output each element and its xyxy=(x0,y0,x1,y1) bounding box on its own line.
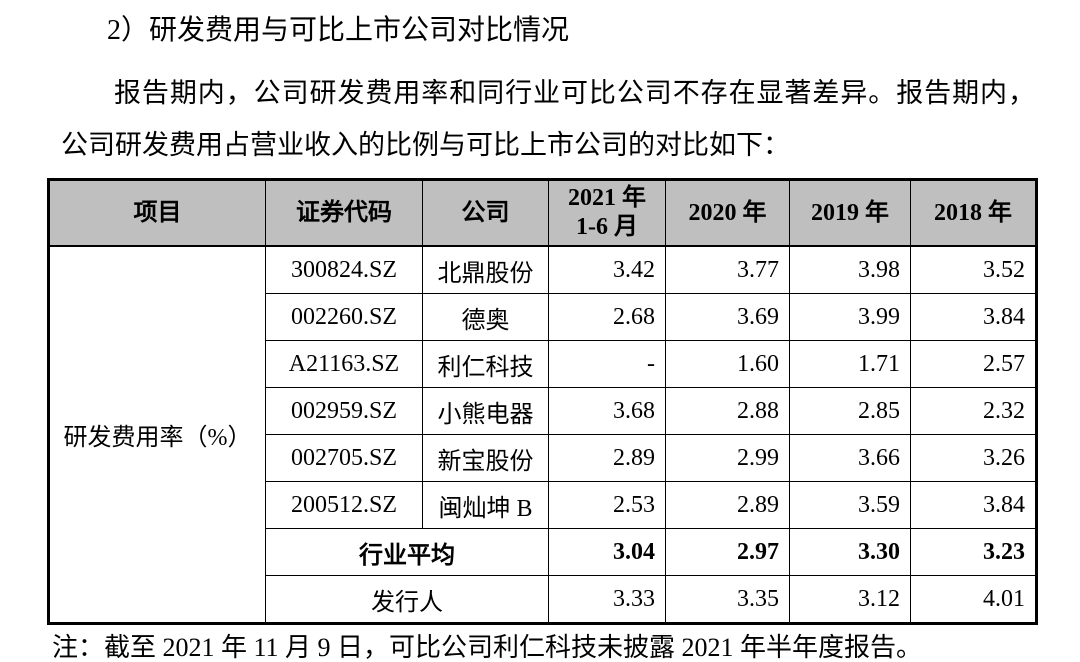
section-heading: 2）研发费用与可比上市公司对比情况 xyxy=(107,15,570,46)
col-header-2019: 2019 年 xyxy=(789,179,911,247)
company-cell: 闽灿坤 B xyxy=(422,481,549,529)
col-header-company: 公司 xyxy=(422,179,549,247)
value-cell: 1.60 xyxy=(665,340,790,388)
value-cell: 2.53 xyxy=(548,481,666,529)
company-cell: 新宝股份 xyxy=(422,434,549,482)
item-label-cell: 研发费用率（%） xyxy=(48,245,266,624)
col-header-2021h1-line1: 2021 年 xyxy=(568,185,646,212)
value-cell: 3.35 xyxy=(665,575,790,624)
table-row: 200512.SZ 闽灿坤 B 2.53 2.89 3.59 3.84 xyxy=(49,481,1037,529)
value-cell: 2.88 xyxy=(665,387,790,435)
paragraph-line-1: 报告期内，公司研发费用率和同行业可比公司不存在显著差异。报告期内， xyxy=(114,78,1035,108)
value-cell: 2.57 xyxy=(910,340,1037,388)
ticker-cell: 200512.SZ xyxy=(265,481,423,529)
col-header-2021h1: 2021 年 1-6 月 xyxy=(548,179,666,247)
footnote: 注：截至 2021 年 11 月 9 日，可比公司利仁科技未披露 2021 年半… xyxy=(52,633,923,662)
value-cell: 3.84 xyxy=(910,481,1037,529)
company-cell: 小熊电器 xyxy=(422,387,549,435)
value-cell: 2.85 xyxy=(789,387,911,435)
value-cell: 3.59 xyxy=(789,481,911,529)
industry-average-label: 行业平均 xyxy=(265,528,549,576)
col-header-item: 项目 xyxy=(48,179,266,247)
rd-expense-comparison-table: 项目 证券代码 公司 2021 年 1-6 月 2020 年 2019 年 20… xyxy=(47,178,1038,625)
value-cell: 2.89 xyxy=(548,434,666,482)
table-row: 002705.SZ 新宝股份 2.89 2.99 3.66 3.26 xyxy=(49,434,1037,482)
value-cell: 4.01 xyxy=(910,575,1037,624)
value-cell: 2.99 xyxy=(665,434,790,482)
value-cell: 3.98 xyxy=(789,245,911,294)
ticker-cell: 002260.SZ xyxy=(265,293,423,341)
value-cell: 3.68 xyxy=(548,387,666,435)
industry-average-row: 行业平均 3.04 2.97 3.30 3.23 xyxy=(49,528,1037,576)
value-cell: - xyxy=(548,340,666,388)
col-header-2021h1-line2: 1-6 月 xyxy=(576,214,638,240)
value-cell: 3.12 xyxy=(789,575,911,624)
issuer-label: 发行人 xyxy=(265,575,549,624)
value-cell: 2.97 xyxy=(665,528,790,576)
ticker-cell: 300824.SZ xyxy=(265,245,423,294)
paragraph-line-2: 公司研发费用占营业收入的比例与可比上市公司的对比如下： xyxy=(61,130,790,160)
intro-paragraph: 报告期内，公司研发费用率和同行业可比公司不存在显著差异。报告期内， 公司研发费用… xyxy=(61,67,1035,171)
value-cell: 3.26 xyxy=(910,434,1037,482)
issuer-row: 发行人 3.33 3.35 3.12 4.01 xyxy=(49,575,1037,624)
table-row: A21163.SZ 利仁科技 - 1.60 1.71 2.57 xyxy=(49,340,1037,388)
value-cell: 3.33 xyxy=(548,575,666,624)
value-cell: 3.52 xyxy=(910,245,1037,294)
value-cell: 2.32 xyxy=(910,387,1037,435)
col-header-2018: 2018 年 xyxy=(910,179,1037,247)
value-cell: 3.23 xyxy=(910,528,1037,576)
company-cell: 德奥 xyxy=(422,293,549,341)
table-row: 研发费用率（%） 300824.SZ 北鼎股份 3.42 3.77 3.98 3… xyxy=(48,245,1037,624)
value-cell: 3.42 xyxy=(548,245,666,294)
ticker-cell: A21163.SZ xyxy=(265,340,423,388)
value-cell: 3.84 xyxy=(910,293,1037,341)
table-header-row: 项目 证券代码 公司 2021 年 1-6 月 2020 年 2019 年 20… xyxy=(48,179,1037,247)
value-cell: 3.69 xyxy=(665,293,790,341)
value-cell: 3.66 xyxy=(789,434,911,482)
ticker-cell: 002705.SZ xyxy=(265,434,423,482)
value-cell: 2.89 xyxy=(665,481,790,529)
company-cell: 北鼎股份 xyxy=(422,245,549,294)
ticker-cell: 002959.SZ xyxy=(265,387,423,435)
value-cell: 3.77 xyxy=(665,245,790,294)
company-cell: 利仁科技 xyxy=(422,340,549,388)
value-cell: 3.04 xyxy=(548,528,666,576)
table-row: 002959.SZ 小熊电器 3.68 2.88 2.85 2.32 xyxy=(49,387,1037,435)
value-cell: 3.30 xyxy=(789,528,911,576)
value-cell: 3.99 xyxy=(789,293,911,341)
col-header-ticker: 证券代码 xyxy=(265,179,423,247)
value-cell: 2.68 xyxy=(548,293,666,341)
value-cell: 1.71 xyxy=(789,340,911,388)
col-header-2020: 2020 年 xyxy=(665,179,790,247)
